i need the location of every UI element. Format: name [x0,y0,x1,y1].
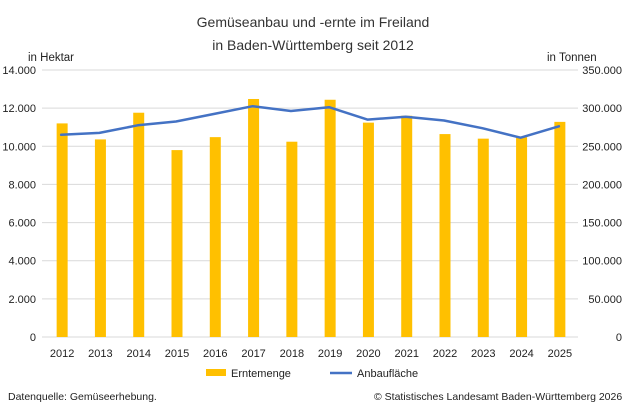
x-tick-label: 2015 [165,348,189,360]
chart-title-line-2: in Baden-Württemberg seit 2012 [212,37,414,53]
chart-title-line-1: Gemüseanbau und -ernte im Freiland [196,14,430,30]
bar-erntemenge [401,115,413,338]
right-tick-label: 250.000 [582,141,622,153]
x-tick-label: 2022 [433,348,457,360]
copyright-note: © Statistisches Landesamt Baden-Württemb… [374,391,623,403]
right-tick-label: 300.000 [582,103,622,115]
x-tick-label: 2017 [241,348,265,360]
bar-erntemenge [554,121,566,337]
bar-erntemenge [56,123,68,338]
x-tick-label: 2020 [356,348,380,360]
legend-label-erntemenge: Erntemenge [231,368,291,380]
right-tick-label: 50.000 [588,294,622,306]
line-anbauflaeche [59,104,561,139]
axis-ticks: 0 0 2.000 50.000 4.000 100.000 6.000 150.000 8.0… [2,65,622,360]
bar-erntemenge [286,141,298,337]
right-tick-label: 200.000 [582,179,622,191]
bar-erntemenge [439,134,451,337]
x-tick-label: 2018 [280,348,304,360]
bar-series [56,98,566,338]
left-tick-label: 8.000 [8,179,36,191]
bar-erntemenge [477,138,489,337]
left-tick-label: 10.000 [2,141,36,153]
bar-erntemenge [516,137,528,337]
right-tick-label: 0 [616,332,622,344]
x-tick-label: 2023 [471,348,495,360]
legend-label-anbauflaeche: Anbaufläche [357,368,418,380]
x-tick-label: 2024 [509,348,533,360]
left-tick-label: 0 [30,332,36,344]
left-axis-unit-label: in Hektar [28,52,75,64]
x-tick-label: 2025 [548,348,572,360]
bar-erntemenge [133,112,145,337]
bar-erntemenge [171,150,183,337]
left-tick-label: 6.000 [8,218,36,230]
right-tick-label: 150.000 [582,218,622,230]
x-tick-label: 2019 [318,348,342,360]
bar-erntemenge [362,122,374,337]
legend-swatch-erntemenge [206,369,226,376]
left-tick-label: 14.000 [2,65,36,77]
bar-erntemenge [209,137,221,337]
right-tick-label: 100.000 [582,256,622,268]
bar-erntemenge [94,139,106,337]
x-tick-label: 2013 [88,348,112,360]
bar-erntemenge [324,99,336,337]
data-source-note: Datenquelle: Gemüseerhebung. [8,391,157,403]
right-axis-unit-label: in Tonnen [547,52,597,64]
left-tick-label: 4.000 [8,256,36,268]
legend: Erntemenge Anbaufläche [206,368,418,380]
x-tick-label: 2021 [394,348,418,360]
bar-erntemenge [248,98,260,337]
line-series [59,104,561,139]
right-tick-label: 350.000 [582,65,622,77]
left-tick-label: 12.000 [2,103,36,115]
x-tick-label: 2016 [203,348,227,360]
x-tick-label: 2014 [126,348,150,360]
x-tick-label: 2012 [50,348,74,360]
left-tick-label: 2.000 [8,294,36,306]
